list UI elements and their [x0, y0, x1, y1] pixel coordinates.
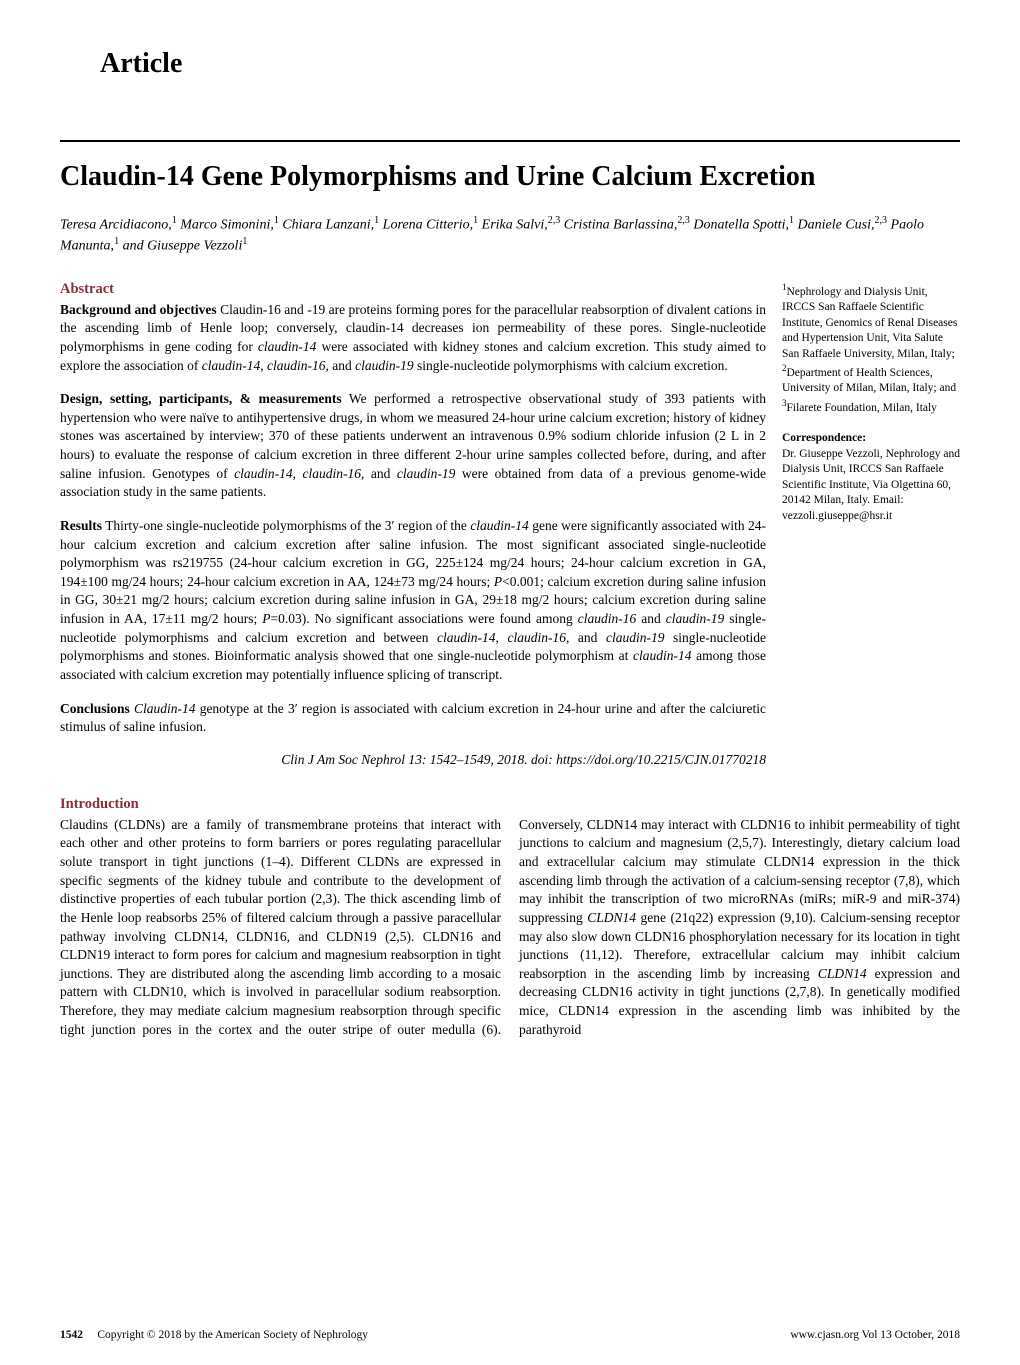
abstract-background: Background and objectives Claudin-16 and… — [60, 301, 766, 376]
affiliations: 1Nephrology and Dialysis Unit, IRCCS San… — [782, 281, 960, 417]
abstract-conclusions-lead: Conclusions — [60, 701, 130, 716]
article-title: Claudin-14 Gene Polymorphisms and Urine … — [60, 160, 960, 194]
page-footer: 1542 Copyright © 2018 by the American So… — [60, 1329, 960, 1341]
intro-heading: Introduction — [60, 796, 960, 813]
abstract-results-text: Thirty-one single-nucleotide polymorphis… — [60, 518, 766, 682]
footer-right: www.cjasn.org Vol 13 October, 2018 — [790, 1329, 960, 1341]
correspondence-heading: Correspondence: — [782, 431, 960, 447]
abstract-layout: Abstract Background and objectives Claud… — [60, 281, 960, 768]
sidebar-column: 1Nephrology and Dialysis Unit, IRCCS San… — [782, 281, 960, 768]
abstract-results: Results Thirty-one single-nucleotide pol… — [60, 517, 766, 685]
footer-left: 1542 Copyright © 2018 by the American So… — [60, 1329, 368, 1341]
abstract-design: Design, setting, participants, & measure… — [60, 390, 766, 502]
abstract-results-lead: Results — [60, 518, 102, 533]
abstract-column: Abstract Background and objectives Claud… — [60, 281, 766, 768]
title-rule — [60, 140, 960, 142]
correspondence-text: Dr. Giuseppe Vezzoli, Nephrology and Dia… — [782, 447, 960, 525]
abstract-background-lead: Background and objectives — [60, 302, 217, 317]
abstract-heading: Abstract — [60, 281, 766, 298]
intro-body: Claudins (CLDNs) are a family of transme… — [60, 816, 960, 1040]
abstract-citation: Clin J Am Soc Nephrol 13: 1542–1549, 201… — [60, 752, 766, 768]
abstract-design-text: We performed a retrospective observation… — [60, 391, 766, 499]
abstract-design-lead: Design, setting, participants, & measure… — [60, 391, 342, 406]
author-list: Teresa Arcidiacono,1 Marco Simonini,1 Ch… — [60, 214, 960, 257]
abstract-conclusions: Conclusions Claudin-14 genotype at the 3… — [60, 700, 766, 737]
copyright-text: Copyright © 2018 by the American Society… — [97, 1329, 368, 1341]
abstract-conclusions-text: Claudin-14 genotype at the 3′ region is … — [60, 701, 766, 735]
section-label: Article — [100, 48, 960, 80]
page-number: 1542 — [60, 1329, 83, 1341]
